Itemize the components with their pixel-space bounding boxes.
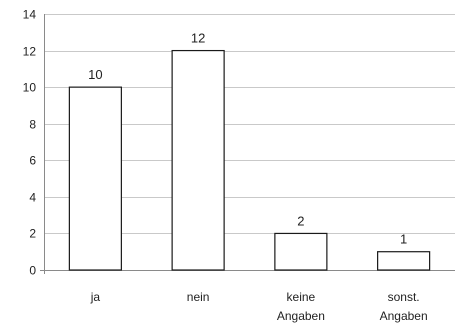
y-tick-label: 10 bbox=[23, 81, 37, 95]
bar bbox=[377, 251, 431, 271]
data-labels: 10 12 2 1 bbox=[88, 31, 407, 247]
bar bbox=[274, 232, 328, 271]
data-label: 2 bbox=[297, 213, 304, 228]
y-tick-label: 12 bbox=[23, 45, 37, 59]
bar bbox=[68, 86, 122, 271]
data-label: 1 bbox=[400, 232, 407, 247]
x-tick-label: keine bbox=[287, 290, 316, 304]
y-tick-label: 4 bbox=[29, 191, 36, 205]
bar bbox=[171, 49, 225, 271]
x-tick-label: sonst. bbox=[388, 290, 420, 304]
y-tick-label: 8 bbox=[29, 118, 36, 132]
data-label: 12 bbox=[191, 31, 205, 46]
x-tick-label: nein bbox=[187, 290, 210, 304]
y-tick-label: 6 bbox=[29, 154, 36, 168]
y-tick-label: 2 bbox=[29, 227, 36, 241]
x-tick-label: ja bbox=[90, 290, 101, 304]
category-labels: ja nein keine Angaben sonst. Angaben bbox=[90, 290, 428, 323]
y-tick-label: 0 bbox=[29, 264, 36, 278]
data-label: 10 bbox=[88, 67, 102, 82]
bars bbox=[68, 49, 431, 271]
y-tick-label: 14 bbox=[23, 8, 37, 22]
x-tick-label: Angaben bbox=[277, 309, 325, 323]
x-tick-label: Angaben bbox=[380, 309, 428, 323]
